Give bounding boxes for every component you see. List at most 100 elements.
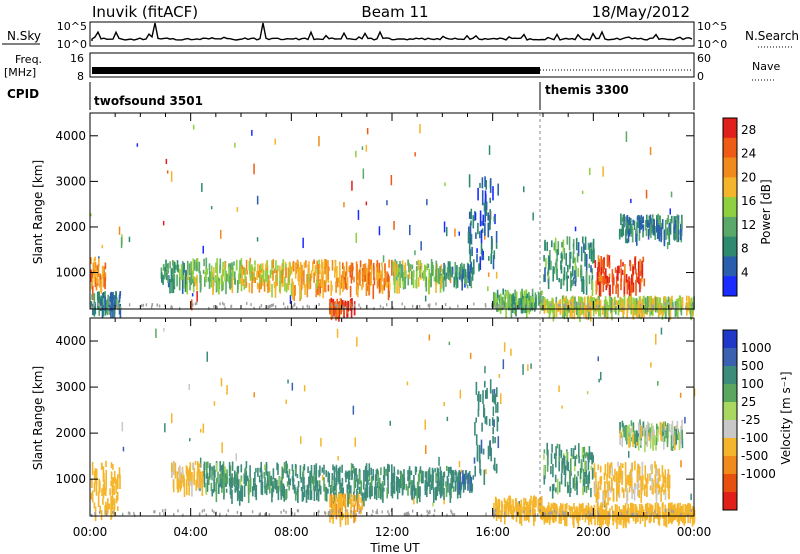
ground-scatter xyxy=(565,303,567,307)
echo-cell-4 xyxy=(412,480,414,490)
scatter-speck xyxy=(355,150,357,158)
velocity-colorbar-swatch xyxy=(723,384,737,403)
echo-cell-11 xyxy=(641,430,643,437)
echo-cell-15 xyxy=(672,302,674,307)
echo-cell-3 xyxy=(385,469,387,477)
echo-cell-13 xyxy=(597,267,599,277)
echo-cell-2 xyxy=(215,489,218,503)
echo-cell-7 xyxy=(413,269,415,277)
echo-cell-10 xyxy=(638,489,640,498)
ground-scatter xyxy=(224,306,226,310)
echo-cell-0 xyxy=(110,462,113,469)
ground-scatter xyxy=(582,306,584,310)
echo-cell-7 xyxy=(411,270,413,285)
echo-cell-14 xyxy=(676,230,678,243)
echo-cell-1 xyxy=(173,468,176,474)
scatter-speck xyxy=(253,163,255,175)
echo-cell-15 xyxy=(638,296,641,302)
echo-cell-13 xyxy=(632,266,635,275)
echo-cell-8 xyxy=(510,504,513,517)
ground-scatter xyxy=(550,303,553,306)
echo-cell-3 xyxy=(188,276,191,283)
echo-cell-13 xyxy=(620,259,622,268)
scatter-speck xyxy=(120,237,123,249)
ground-scatter xyxy=(376,511,379,515)
echo-cell-3 xyxy=(376,468,379,475)
ground-scatter xyxy=(420,513,423,517)
echo-cell-10 xyxy=(655,464,657,474)
echo-cell-3 xyxy=(193,259,196,271)
echo-cell-1 xyxy=(186,479,188,496)
echo-cell-2 xyxy=(282,483,284,495)
echo-cell-9 xyxy=(591,452,594,459)
echo-cell-15 xyxy=(555,302,557,317)
echo-cell-4 xyxy=(265,270,267,282)
ground-scatter xyxy=(375,511,377,514)
echo-cell-3 xyxy=(233,261,235,266)
echo-cell-4 xyxy=(261,263,264,273)
echo-cell-8 xyxy=(526,504,529,519)
scatter-speck xyxy=(485,469,487,475)
echo-cell-2 xyxy=(215,477,218,494)
echo-cell-11 xyxy=(628,436,630,448)
echo-cell-12 xyxy=(600,511,603,517)
echo-cell-9 xyxy=(585,485,588,494)
echo-cell-10 xyxy=(487,222,490,238)
echo-cell-0 xyxy=(97,263,100,277)
echo-cell-4 xyxy=(275,260,277,274)
echo-cell-3 xyxy=(212,279,214,295)
scatter-speck xyxy=(628,451,630,458)
ground-scatter xyxy=(433,513,435,517)
echo-cell-2 xyxy=(206,479,209,492)
echo-cell-12 xyxy=(691,506,694,518)
echo-cell-1 xyxy=(181,470,184,483)
echo-cell-12 xyxy=(588,244,591,259)
scatter-speck xyxy=(645,189,648,199)
echo-cell-0 xyxy=(113,508,115,517)
echo-cell-3 xyxy=(341,477,344,487)
echo-cell-14 xyxy=(661,219,664,230)
echo-cell-8 xyxy=(460,272,462,278)
echo-cell-15 xyxy=(562,295,565,302)
echo-cell-3 xyxy=(348,470,351,481)
echo-cell-15 xyxy=(637,305,639,318)
ground-scatter xyxy=(587,305,589,309)
echo-cell-11 xyxy=(663,421,665,429)
echo-cell-12 xyxy=(561,241,563,248)
scatter-speck xyxy=(201,183,203,192)
echo-cell-5 xyxy=(327,266,329,280)
echo-cell-3 xyxy=(297,486,299,493)
echo-cell-12 xyxy=(592,253,594,264)
echo-cell-14 xyxy=(677,222,679,237)
echo-cell-9 xyxy=(591,454,593,465)
echo-cell-1 xyxy=(99,298,102,310)
scatter-speck xyxy=(188,383,190,390)
ground-scatter xyxy=(105,510,107,514)
echo-cell-12 xyxy=(685,505,688,515)
echo-cell-12 xyxy=(585,505,587,518)
echo-cell-11 xyxy=(623,425,626,438)
echo-cell-9 xyxy=(330,303,333,320)
echo-cell-5 xyxy=(338,272,341,283)
scatter-speck xyxy=(118,226,121,235)
echo-cell-13 xyxy=(608,261,611,269)
echo-cell-2 xyxy=(275,482,277,488)
echo-cell-13 xyxy=(611,269,614,283)
ground-scatter xyxy=(337,510,340,514)
echo-cell-4 xyxy=(439,487,441,495)
ground-scatter xyxy=(336,304,338,307)
echo-cell-2 xyxy=(236,487,239,502)
echo-cell-12 xyxy=(547,255,550,271)
echo-cell-11 xyxy=(525,298,528,307)
echo-cell-15 xyxy=(603,299,606,305)
echo-cell-8 xyxy=(442,276,445,292)
ground-scatter xyxy=(406,512,408,516)
echo-cell-15 xyxy=(615,300,618,305)
scatter-speck xyxy=(202,245,204,254)
echo-cell-15 xyxy=(669,299,672,304)
echo-cell-7 xyxy=(408,262,410,273)
echo-cell-5 xyxy=(291,264,294,270)
ground-scatter xyxy=(551,511,553,515)
echo-cell-2 xyxy=(209,465,212,471)
echo-cell-2 xyxy=(240,464,243,473)
